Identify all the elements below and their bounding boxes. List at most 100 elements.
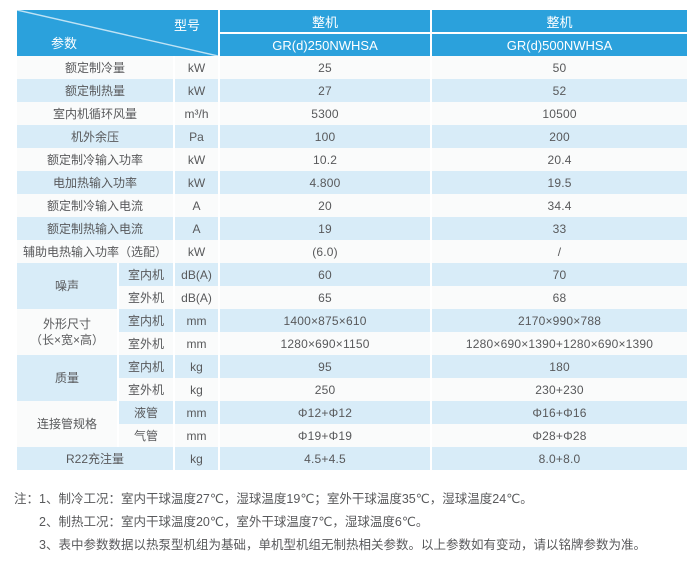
diagonal-divider-icon — [17, 10, 218, 56]
unit-cell: Pa — [172, 125, 220, 148]
sub-label: 室内机 — [117, 355, 174, 378]
sub-label: 室内机 — [117, 309, 174, 332]
value-cell-model2: 20.4 — [430, 148, 688, 171]
model1-header: GR(d)250NWHSA — [218, 33, 432, 56]
unit-cell: mm — [172, 401, 220, 424]
value-cell-model2: 2170×990×788 — [430, 309, 688, 332]
group-label-dimensions: 外形尺寸 （长×宽×高） — [15, 309, 118, 355]
table-row: 额定制热输入电流 A 19 33 — [15, 217, 688, 240]
param-label: 额定制冷输入功率 — [15, 148, 174, 171]
value-cell-model2: 33 — [430, 217, 688, 240]
table-row: 电加热输入功率 kW 4.800 19.5 — [15, 171, 688, 194]
value-cell-model2: 50 — [430, 56, 688, 79]
group-label-noise: 噪声 — [15, 263, 118, 309]
footnote-text: 3、表中参数数据以热泵型机组为基础，单机型机组无制热相关参数。以上参数如有变动，… — [39, 538, 646, 552]
footnote-line: 注：1、制冷工况：室内干球温度27℃，湿球温度19℃；室外干球温度35℃，湿球温… — [14, 488, 646, 511]
table-row: 辅助电热输入功率（选配） kW (6.0) / — [15, 240, 688, 263]
unit-cell: kg — [172, 355, 220, 378]
corner-cell: 型号 参数 — [14, 10, 220, 56]
value-cell-model2: 180 — [430, 355, 688, 378]
value-cell-model1: 27 — [218, 79, 432, 102]
value-cell-model2: 68 — [430, 286, 688, 309]
corner-param-label: 参数 — [51, 36, 78, 51]
column-group-header-model2: 整机 — [430, 10, 688, 34]
value-cell-model1: 4.5+4.5 — [218, 447, 432, 470]
unit-cell: mm — [172, 424, 220, 447]
table-row: 机外余压 Pa 100 200 — [15, 125, 688, 148]
header-group-row: 型号 参数 整机 整机 — [14, 10, 688, 56]
value-cell-model1: 19 — [218, 217, 432, 240]
value-cell-model1: 4.800 — [218, 171, 432, 194]
sub-label: 室外机 — [117, 332, 174, 355]
value-cell-model2: / — [430, 240, 688, 263]
value-cell-model2: 34.4 — [430, 194, 688, 217]
value-cell-model2: Φ28+Φ28 — [430, 424, 688, 447]
value-cell-model1: 1400×875×610 — [218, 309, 432, 332]
table-row: 噪声 室内机 dB(A) 60 70 — [15, 263, 688, 309]
sub-label: 室外机 — [117, 378, 174, 401]
column-group-header-model1: 整机 — [218, 10, 432, 34]
value-cell-model2: 200 — [430, 125, 688, 148]
param-label: 电加热输入功率 — [15, 171, 174, 194]
value-cell-model1: 100 — [218, 125, 432, 148]
group-label-piping: 连接管规格 — [15, 401, 118, 447]
table-row: 室外机 dB(A) 65 68 — [16, 286, 688, 309]
unit-cell: kg — [172, 447, 220, 470]
param-label: 机外余压 — [15, 125, 174, 148]
param-label: 室内机循环风量 — [15, 102, 174, 125]
param-label: 额定制热输入电流 — [15, 217, 174, 240]
unit-cell: kW — [172, 171, 220, 194]
table-row: 外形尺寸 （长×宽×高） 室内机 mm 1400×875×610 2170×99… — [15, 309, 688, 355]
unit-cell: A — [172, 194, 220, 217]
footnote-prefix: 注： — [14, 492, 40, 506]
footnote-text: 2、制热工况：室内干球温度20℃，室外干球温度7℃，湿球温度6℃。 — [39, 515, 429, 529]
table-row: 室内机循环风量 m³/h 5300 10500 — [15, 102, 688, 125]
header-model-row: GR(d)250NWHSA GR(d)500NWHSA — [16, 33, 688, 56]
unit-cell: kg — [172, 378, 220, 401]
footnote-line: 2、制热工况：室内干球温度20℃，室外干球温度7℃，湿球温度6℃。 — [14, 511, 646, 534]
param-label: 额定制冷输入电流 — [15, 194, 174, 217]
value-cell-model2: 8.0+8.0 — [430, 447, 688, 470]
value-cell-model1: 10.2 — [218, 148, 432, 171]
value-cell-model2: 1280×690×1390+1280×690×1390 — [430, 332, 688, 355]
value-cell-model1: 1280×690×1150 — [218, 332, 432, 355]
table-row: 连接管规格 液管 mm Φ12+Φ12 Φ16+Φ16 — [15, 401, 688, 447]
sub-label: 室内机 — [117, 263, 174, 286]
table-row: 室外机 kg 250 230+230 — [16, 378, 688, 401]
value-cell-model1: 60 — [218, 263, 432, 286]
corner-model-label: 型号 — [174, 18, 201, 33]
value-cell-model1: Φ19+Φ19 — [218, 424, 432, 447]
table-row: 额定制冷输入电流 A 20 34.4 — [15, 194, 688, 217]
value-cell-model1: 20 — [218, 194, 432, 217]
param-label: 额定制冷量 — [15, 56, 174, 79]
value-cell-model1: 5300 — [218, 102, 432, 125]
value-cell-model2: 230+230 — [430, 378, 688, 401]
value-cell-model1: (6.0) — [218, 240, 432, 263]
unit-cell: A — [172, 217, 220, 240]
param-label: 额定制热量 — [15, 79, 174, 102]
table-row: 额定制热量 kW 27 52 — [15, 79, 688, 102]
model2-header: GR(d)500NWHSA — [430, 33, 688, 56]
sub-label: 室外机 — [117, 286, 174, 309]
table-row: 额定制冷输入功率 kW 10.2 20.4 — [15, 148, 688, 171]
value-cell-model1: 95 — [218, 355, 432, 378]
value-cell-model1: 65 — [218, 286, 432, 309]
sub-label: 气管 — [117, 424, 174, 447]
unit-cell: dB(A) — [172, 263, 220, 286]
value-cell-model2: 19.5 — [430, 171, 688, 194]
unit-cell: mm — [172, 309, 220, 332]
table-row: 室外机 mm 1280×690×1150 1280×690×1390+1280×… — [16, 332, 688, 355]
param-label: R22充注量 — [15, 447, 174, 470]
spec-table: 型号 参数 整机 整机 GR(d)250NWHSA GR(d)500NWHSA … — [14, 10, 688, 470]
table-row: 气管 mm Φ19+Φ19 Φ28+Φ28 — [16, 424, 688, 447]
unit-cell: m³/h — [172, 102, 220, 125]
unit-cell: kW — [172, 240, 220, 263]
group-label-weight: 质量 — [15, 355, 118, 401]
unit-cell: kW — [172, 56, 220, 79]
value-cell-model2: Φ16+Φ16 — [430, 401, 688, 424]
corner-cell-inner: 型号 参数 — [17, 10, 218, 56]
value-cell-model1: 25 — [218, 56, 432, 79]
unit-cell: dB(A) — [172, 286, 220, 309]
table-row: R22充注量 kg 4.5+4.5 8.0+8.0 — [15, 447, 688, 470]
